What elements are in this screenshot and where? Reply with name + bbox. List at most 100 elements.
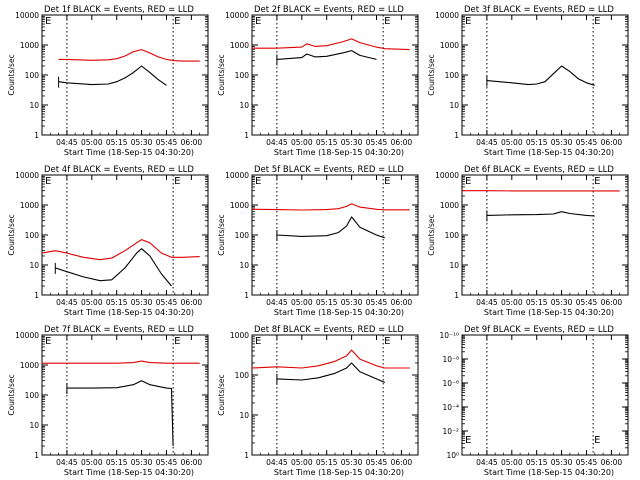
x-tick-label: 06:00 [181,138,203,147]
y-axis-label: Counts/sec [427,54,436,95]
x-tick-label: 05:30 [551,458,573,467]
lld-series-line [251,203,410,211]
y-axis-label: Counts/sec [427,214,436,255]
x-tick-label: 05:15 [106,298,128,307]
marker-e: E [45,16,51,27]
x-axis-label: Start Time (18-Sep-15 04:30:20) [484,468,614,477]
y-tick-label: 10 [239,101,249,110]
x-tick-label: 06:00 [601,138,623,147]
lld-series-line [58,49,200,62]
lld-series-line [42,360,200,364]
y-tick-label: 10⁰ [446,451,459,460]
panel-8: Det 8f BLACK = Events, RED = LLD 1 10 100 10… [217,325,419,477]
x-tick-label: 06:00 [601,458,623,467]
y-tick-label: 10⁻² [442,427,459,436]
marker-e: E [465,435,471,446]
y-tick-label: 100 [445,71,460,80]
events-series-line [55,248,172,287]
x-tick-label: 05:00 [501,458,523,467]
y-tick-label: 10000 [225,11,249,20]
x-tick-label: 06:00 [391,458,413,467]
x-tick-label: 05:00 [81,138,103,147]
y-axis-label: Counts/sec [7,214,16,255]
x-tick-label: 04:45 [266,458,288,467]
x-tick-label: 04:45 [476,298,498,307]
y-tick-label: 10⁻⁴ [442,403,459,412]
panel-title: Det 4f BLACK = Events, RED = LLD [44,165,194,175]
y-tick-label: 10000 [15,171,39,180]
panel-title: Det 6f BLACK = Events, RED = LLD [464,165,614,175]
x-tick-label: 05:15 [316,298,338,307]
panel-7: Det 7f BLACK = Events, RED = LLD 1 10 100 10… [7,325,209,477]
x-tick-label: 06:00 [181,298,203,307]
y-tick-label: 1000 [440,41,459,50]
x-tick-label: 05:15 [526,298,548,307]
x-tick-label: 06:00 [391,298,413,307]
x-axis-label: Start Time (18-Sep-15 04:30:20) [274,148,404,157]
x-tick-label: 05:45 [156,298,178,307]
marker-e: E [255,176,261,187]
x-axis-label: Start Time (18-Sep-15 04:30:20) [484,308,614,317]
marker-e: E [594,176,600,187]
panel-3: Det 3f BLACK = Events, RED = LLD 1 10 100 10… [427,5,629,157]
y-tick-label: 10000 [435,11,459,20]
lld-series-line [41,239,200,261]
x-tick-label: 05:30 [131,458,153,467]
x-tick-label: 04:45 [56,138,78,147]
x-tick-label: 05:30 [131,138,153,147]
y-axis-label: Counts/sec [7,54,16,95]
x-tick-label: 05:15 [106,138,128,147]
marker-e: E [384,16,390,27]
x-tick-label: 05:00 [291,298,313,307]
x-tick-label: 04:45 [266,138,288,147]
x-tick-label: 05:00 [501,298,523,307]
panel-title: Det 2f BLACK = Events, RED = LLD [254,5,404,15]
y-tick-label: 100 [235,71,250,80]
x-tick-label: 06:00 [601,298,623,307]
x-tick-label: 05:00 [81,298,103,307]
x-tick-label: 05:15 [526,458,548,467]
y-tick-label: 10 [449,101,459,110]
events-series-line [486,211,595,217]
y-tick-label: 100 [25,231,40,240]
x-tick-label: 06:00 [181,458,203,467]
y-tick-label: 10000 [225,171,249,180]
marker-e: E [594,16,600,27]
x-tick-label: 05:45 [156,138,178,147]
x-axis-label: Start Time (18-Sep-15 04:30:20) [274,308,404,317]
x-tick-label: 06:00 [391,138,413,147]
x-tick-label: 04:45 [56,298,78,307]
y-tick-label: 10000 [15,331,39,340]
panel-6: Det 6f BLACK = Events, RED = LLD 1 10 100 10… [427,165,629,317]
x-tick-label: 05:45 [576,458,598,467]
y-axis-label: Counts/sec [7,374,16,415]
x-tick-label: 05:30 [341,138,363,147]
panel-9: Det 9f BLACK = Events, RED = LLD 10⁰ 10⁻² 1… [439,325,629,477]
events-series-line [276,50,377,60]
y-tick-label: 1 [34,451,39,460]
marker-e: E [465,16,471,27]
x-tick-label: 05:00 [501,138,523,147]
x-tick-label: 04:45 [266,298,288,307]
marker-e: E [174,16,180,27]
x-axis-label: Start Time (18-Sep-15 04:30:20) [64,468,194,477]
y-tick-label: 1 [34,291,39,300]
x-tick-label: 04:45 [56,458,78,467]
y-tick-label: 100 [235,231,250,240]
events-series-line [486,65,595,86]
x-tick-label: 05:30 [341,458,363,467]
x-tick-label: 04:45 [476,138,498,147]
x-tick-label: 05:15 [316,138,338,147]
x-tick-label: 05:45 [366,138,388,147]
y-tick-label: 100 [235,371,250,380]
panel-title: Det 7f BLACK = Events, RED = LLD [44,325,194,335]
y-tick-label: 100 [445,231,460,240]
y-tick-label: 10000 [15,11,39,20]
y-tick-label: 10 [239,261,249,270]
y-tick-label: 1 [454,131,459,140]
x-tick-label: 05:30 [551,298,573,307]
y-axis-label: Counts/sec [217,54,226,95]
x-tick-label: 05:30 [131,298,153,307]
panel-1: Det 1f BLACK = Events, RED = LLD 1 10 100 10… [7,5,209,157]
